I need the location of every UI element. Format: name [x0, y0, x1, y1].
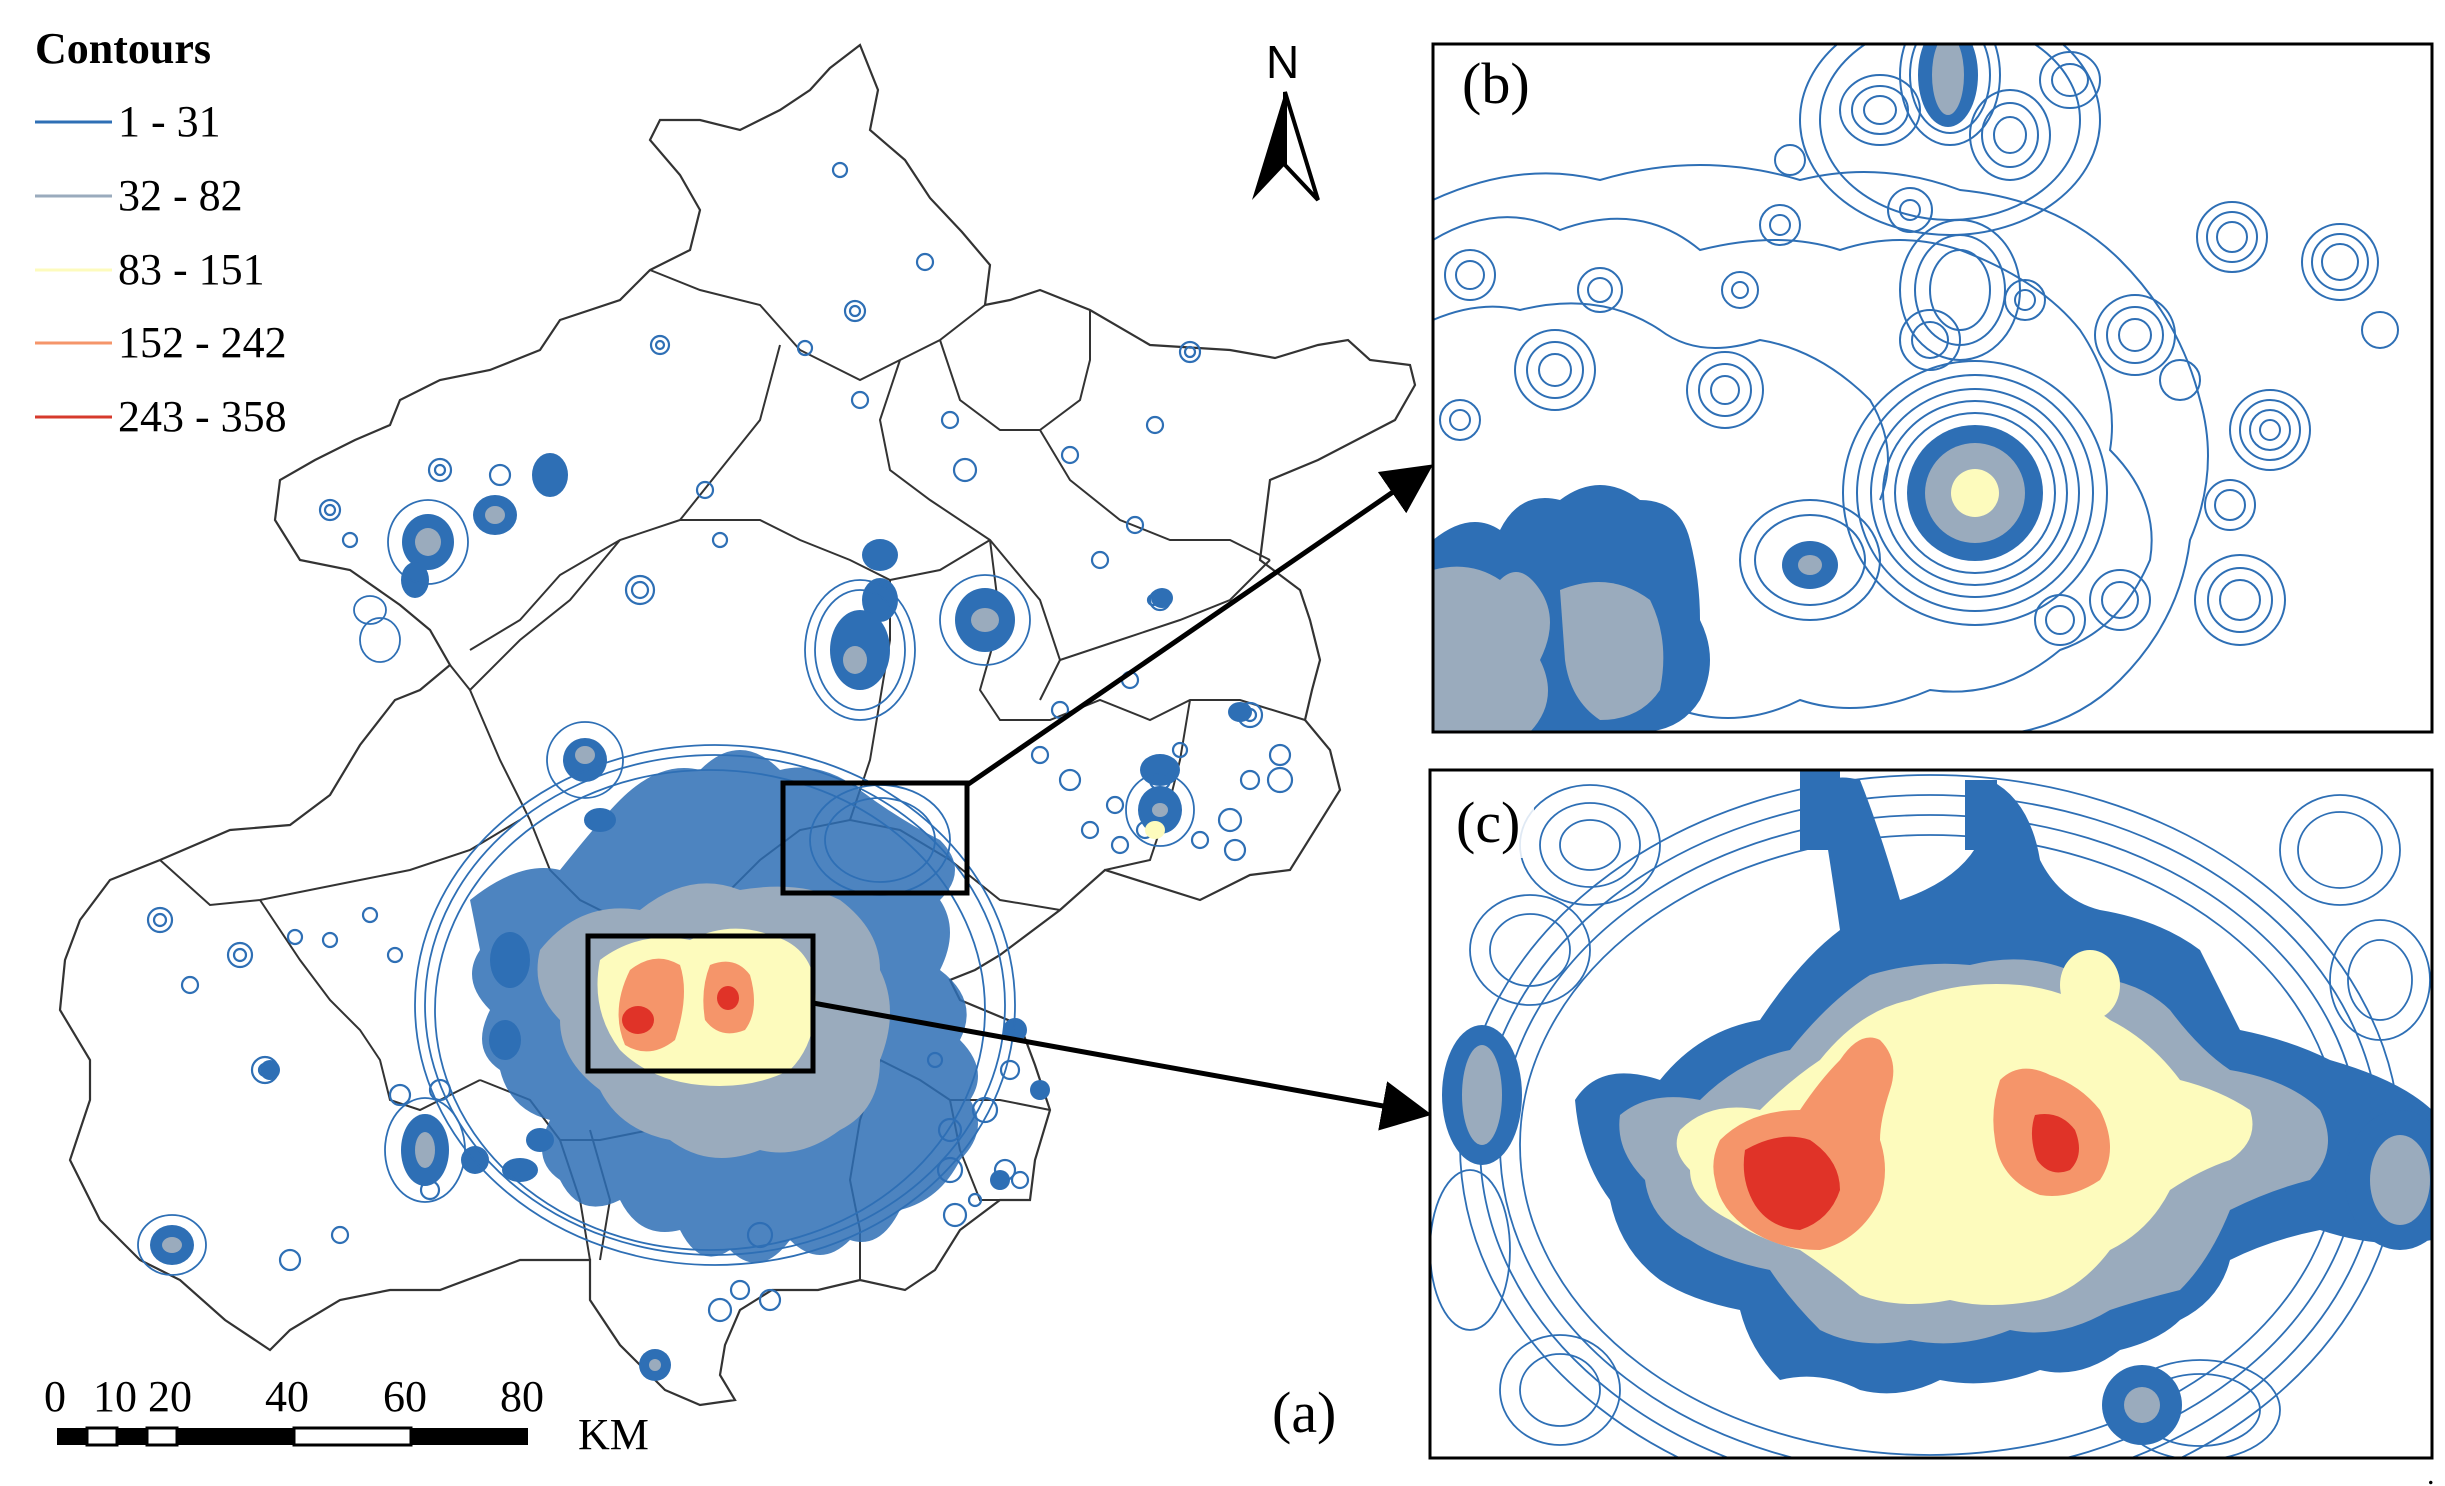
inset-c: (c) [1428, 768, 2434, 1460]
scale-segment-4 [145, 1426, 179, 1447]
north-arrow-icon [1252, 92, 1285, 200]
legend-item-2: 32 - 82 [35, 171, 243, 220]
contour-clusters [150, 453, 1252, 1381]
legend-item-4: 152 - 242 [35, 318, 287, 367]
scale-unit: KM [578, 1410, 649, 1459]
legend-item-3: 83 - 151 [35, 245, 265, 294]
inset-b-label-bg [1446, 52, 1536, 122]
connector-arrow-c [812, 1000, 1432, 1131]
scale-segment-6 [292, 1426, 413, 1447]
inset-c-fills [1442, 770, 2432, 1445]
inset-b-fills [1433, 44, 2043, 732]
north-arrow-label: N [1266, 36, 1299, 88]
panel-c-label: (c) [1456, 790, 1520, 855]
scale-segment-1 [57, 1428, 87, 1445]
scale-tick-0: 0 [44, 1372, 66, 1421]
legend-label-1: 1 - 31 [118, 97, 221, 146]
scale-tick-40: 40 [265, 1372, 309, 1421]
legend-title: Contours [35, 24, 211, 73]
inset-b-contours [1433, 44, 2399, 732]
inset-b-border [1431, 42, 2434, 734]
scale-tick-20: 20 [148, 1372, 192, 1421]
inset-c-label-bg [1444, 788, 1534, 858]
legend-label-5: 243 - 358 [118, 392, 287, 441]
scale-segment-5 [177, 1428, 294, 1445]
stray-mark: . [2427, 1458, 2435, 1486]
scale-segment-7 [411, 1428, 528, 1445]
legend-item-1: 1 - 31 [35, 97, 221, 146]
connector-arrow-b [965, 464, 1434, 788]
scale-segment-3 [117, 1428, 147, 1445]
north-arrow-icon-outline [1283, 91, 1320, 202]
legend-label-2: 32 - 82 [118, 171, 243, 220]
map-outline [58, 43, 1417, 1407]
inset-b: (b) [1431, 42, 2434, 734]
scale-tick-10: 10 [93, 1372, 137, 1421]
scale-tick-80: 80 [500, 1372, 544, 1421]
main-map [58, 43, 1434, 1407]
legend-item-5: 243 - 358 [35, 392, 287, 441]
scale-bar: 0 10 20 40 60 80 KM [44, 1372, 649, 1459]
scale-segment-2 [85, 1426, 119, 1447]
legend-label-4: 152 - 242 [118, 318, 287, 367]
legend-label-3: 83 - 151 [118, 245, 265, 294]
panel-a-label: (a) [1272, 1380, 1336, 1445]
scale-tick-60: 60 [383, 1372, 427, 1421]
legend: Contours 1 - 31 32 - 82 83 - 151 152 - 2… [35, 24, 287, 441]
north-arrow: N [1252, 36, 1320, 202]
zoom-box-b [780, 780, 970, 896]
panel-b-label: (b) [1462, 51, 1530, 116]
inset-c-border [1428, 768, 2434, 1460]
